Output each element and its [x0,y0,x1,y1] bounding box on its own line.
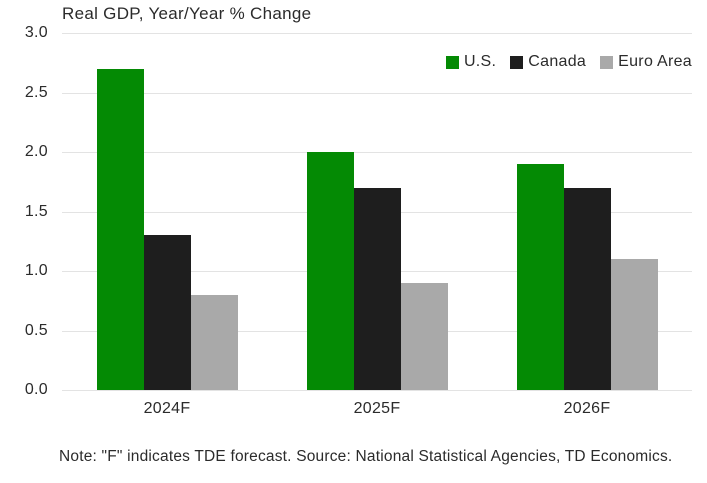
legend-item-canada: Canada [510,53,586,71]
legend-label-canada: Canada [528,53,587,70]
y-tick-label-10: 1.0 [24,262,48,279]
chart-title: Real GDP, Year/Year % Change [62,4,312,23]
bar-canada-2024f [143,235,191,390]
y-tick-label-00: 0.0 [24,381,48,398]
y-tick-label-05: 0.5 [24,321,48,339]
x-tick-label-2024f: 2024F [143,400,191,417]
legend: U.S. Canada Euro Area [445,53,692,71]
bar-euro-area-2026f [610,259,658,390]
gridline [62,92,692,94]
x-tick-label-2025f: 2025F [353,400,401,417]
gridline [62,33,692,34]
gridline [62,390,692,391]
bar-canada-2025f [353,187,401,390]
bar-us-2024f [96,68,144,390]
y-tick-label-25: 2.5 [24,83,48,101]
bar-euro-area-2024f [190,294,238,390]
legend-swatch-us [445,55,459,69]
legend-label-us: U.S. [463,53,497,70]
bar-us-2026f [516,163,564,390]
y-tick-label-20: 2.0 [24,143,48,160]
bar-euro-area-2025f [400,282,448,390]
gridline [62,152,692,153]
bar-us-2025f [306,152,354,390]
bar-canada-2026f [563,187,611,390]
plot-area [62,33,692,391]
legend-item-euro-area: Euro Area [600,53,692,71]
y-axis: 0.0 0.5 1.0 1.5 2.0 2.5 3.0 [0,24,48,398]
legend-swatch-canada [510,55,524,69]
legend-label-euro-area: Euro Area [618,53,692,70]
x-tick-label-2026f: 2026F [563,400,611,417]
source-note: Note: "F" indicates TDE forecast. Source… [59,448,673,465]
y-tick-label-30: 3.0 [24,24,48,41]
legend-item-us: U.S. [445,53,497,71]
x-axis: 2024F 2025F 2026F [62,400,692,422]
y-tick-label-15: 1.5 [24,202,48,220]
legend-swatch-euro-area [600,55,614,69]
